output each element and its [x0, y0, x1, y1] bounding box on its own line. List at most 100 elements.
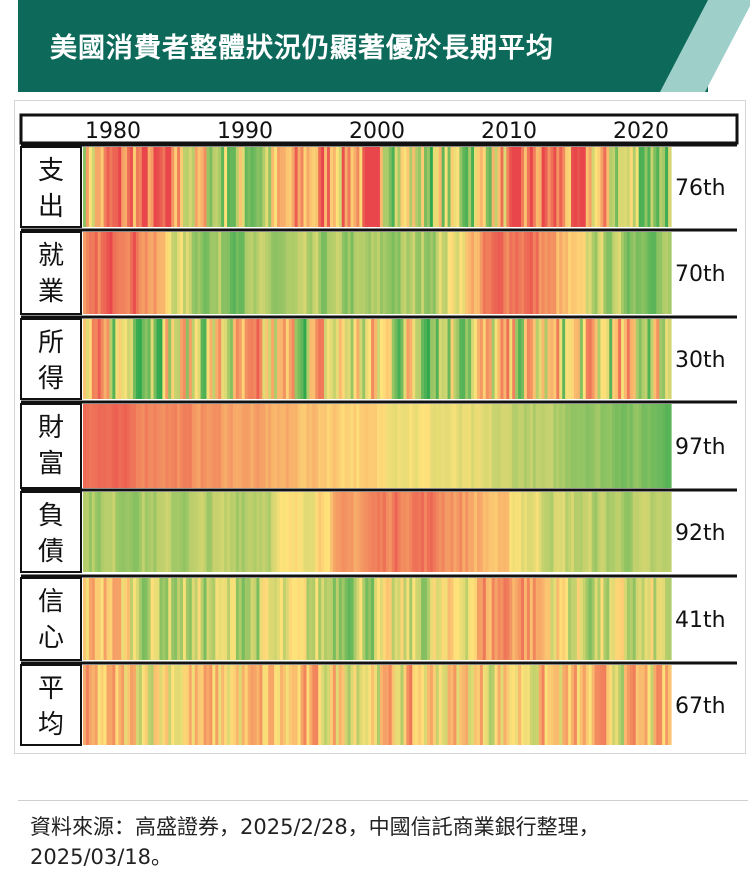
heat-stripe — [171, 232, 175, 314]
heat-stripe — [391, 665, 396, 745]
heat-stripe — [238, 147, 243, 227]
heat-stripe — [479, 147, 484, 227]
heat-stripe — [174, 492, 178, 572]
heat-stripe — [550, 404, 554, 488]
heat-stripe — [591, 319, 596, 399]
heat-stripe — [559, 492, 563, 572]
heat-stripe — [518, 404, 522, 488]
heat-stripe — [585, 665, 590, 745]
row-label-box — [20, 146, 82, 228]
heat-stripe — [262, 665, 266, 745]
year-tick-label: 2000 — [349, 119, 405, 144]
heat-stripe — [338, 492, 343, 572]
heat-stripe — [406, 147, 410, 227]
heat-stripe — [162, 578, 166, 660]
heat-stripe — [153, 319, 158, 399]
heat-stripe — [147, 319, 152, 399]
heat-stripe — [306, 319, 310, 399]
heat-stripe — [462, 404, 466, 488]
heat-stripe — [362, 147, 366, 227]
heat-stripe — [565, 492, 569, 572]
heat-stripe — [259, 319, 263, 399]
heat-stripe — [135, 665, 140, 745]
heat-stripe — [209, 147, 213, 227]
heat-stripe — [553, 578, 557, 660]
heat-stripe — [327, 147, 331, 227]
heat-stripe — [573, 319, 578, 399]
heat-stripe — [88, 665, 93, 745]
heat-stripe — [318, 665, 322, 745]
heat-stripe — [215, 665, 219, 745]
heat-stripe — [665, 232, 669, 314]
heat-stripe — [112, 665, 116, 745]
heat-stripe — [341, 232, 346, 314]
heat-stripe — [509, 232, 513, 314]
heat-stripe — [309, 147, 313, 227]
heat-stripe — [347, 147, 352, 227]
heat-stripe — [194, 404, 199, 488]
heat-stripe — [594, 492, 599, 572]
heat-stripe — [206, 319, 211, 399]
heat-stripe — [541, 319, 546, 399]
heat-stripe — [626, 147, 631, 227]
heat-stripe — [447, 404, 452, 488]
heat-stripe — [159, 578, 163, 660]
heat-stripe — [491, 319, 496, 399]
heat-stripe — [291, 578, 296, 660]
heat-stripe — [450, 232, 455, 314]
heat-stripe — [565, 319, 569, 399]
heat-stripe — [529, 404, 534, 488]
heat-stripe — [612, 578, 616, 660]
heat-stripe — [576, 578, 581, 660]
heat-stripe — [327, 232, 331, 314]
heat-stripe — [526, 232, 531, 314]
heat-stripe — [385, 404, 390, 488]
heat-stripe — [638, 147, 643, 227]
heat-stripe — [197, 404, 202, 488]
heat-stripe — [321, 665, 325, 745]
heat-stripe — [471, 319, 475, 399]
heat-stripe — [456, 404, 460, 488]
heat-stripe — [412, 404, 416, 488]
heat-stripe — [556, 319, 560, 399]
heat-stripe — [83, 492, 87, 572]
heat-stripe — [471, 147, 475, 227]
heat-stripe — [418, 404, 422, 488]
heat-stripe — [641, 147, 646, 227]
heat-stripe — [115, 578, 119, 660]
heat-stripe — [153, 404, 158, 488]
heat-stripe — [568, 578, 572, 660]
heat-stripe — [571, 147, 575, 227]
heat-stripe — [506, 147, 510, 227]
heat-stripe — [250, 578, 255, 660]
heat-stripe — [212, 232, 216, 314]
heat-stripe — [324, 404, 328, 488]
heat-stripe — [379, 578, 384, 660]
heat-stripe — [294, 665, 299, 745]
heat-stripe — [465, 404, 469, 488]
heat-stripe — [559, 578, 563, 660]
heat-stripe — [576, 319, 581, 399]
heat-stripe — [509, 319, 513, 399]
heat-stripe — [562, 492, 566, 572]
heat-stripe — [112, 232, 116, 314]
heat-stripe — [177, 232, 181, 314]
heat-stripe — [538, 578, 543, 660]
heat-stripe — [341, 319, 346, 399]
heat-stripe — [253, 147, 258, 227]
heat-stripe — [432, 665, 437, 745]
heat-stripe — [547, 232, 552, 314]
heat-stripe — [294, 232, 299, 314]
heat-stripe — [344, 578, 349, 660]
heat-stripe — [629, 492, 634, 572]
heat-stripe — [588, 147, 593, 227]
heat-stripe — [150, 147, 155, 227]
heat-stripe — [230, 232, 234, 314]
heat-stripe — [300, 147, 305, 227]
heat-stripe — [185, 319, 190, 399]
heat-stripe — [265, 578, 269, 660]
heat-stripe — [559, 319, 563, 399]
heat-stripe — [209, 665, 213, 745]
heat-stripe — [94, 147, 99, 227]
heat-stripe — [647, 319, 652, 399]
